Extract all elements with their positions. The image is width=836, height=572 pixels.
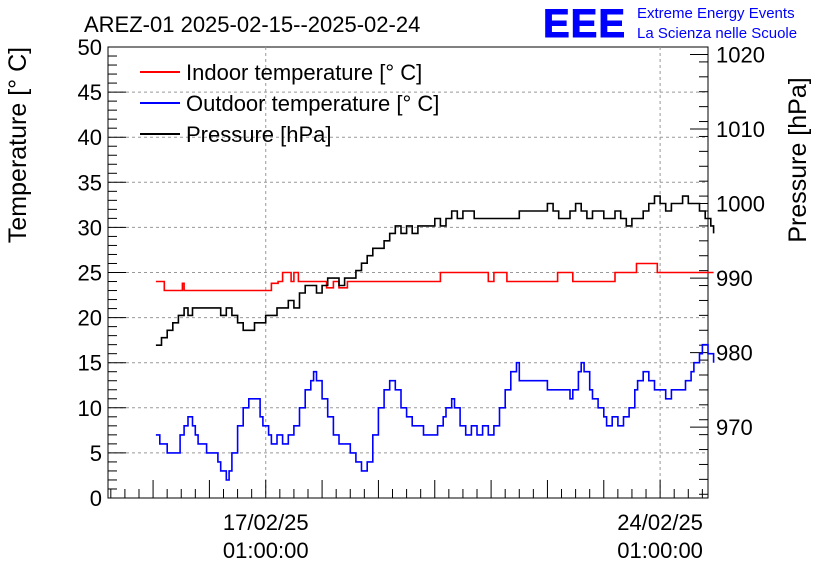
y-tick-label: 40 [78, 125, 102, 150]
eee-logo-text: EEE [543, 2, 626, 46]
y2-tick-label: 1020 [716, 42, 765, 67]
y-tick-label: 35 [78, 170, 102, 195]
eee-logo: EEE Extreme Energy Events La Scienza nel… [543, 2, 798, 47]
series-line-0 [155, 262, 714, 292]
y-tick-label: 30 [78, 215, 102, 240]
y2-tick-label: 980 [716, 341, 753, 366]
chart-title: AREZ-01 2025-02-15--2025-02-24 [84, 12, 420, 37]
y-tick-label: 25 [78, 261, 102, 286]
x-axis: 17/02/25 01:00:00 24/02/25 01:00:00 [110, 480, 703, 563]
y-tick-label: 20 [78, 306, 102, 331]
grid [108, 47, 708, 498]
y2-axis-label: Pressure [hPa] [784, 77, 812, 242]
y-tick-label: 10 [78, 396, 102, 421]
y2-tick-label: 1000 [716, 192, 765, 217]
y-axis-label: Temperature [° C] [4, 47, 32, 243]
x-tick-label-time: 01:00:00 [617, 538, 703, 563]
y2-tick-label: 990 [716, 266, 753, 291]
y-tick-label: 50 [78, 35, 102, 60]
series-line-2 [155, 195, 715, 346]
series-layer [155, 195, 715, 481]
y2-tick-label: 1010 [716, 117, 765, 142]
eee-line1: Extreme Energy Events [637, 5, 795, 22]
eee-line2: La Scienza nelle Scuole [637, 25, 797, 42]
legend-label: Outdoor temperature [° C] [186, 91, 439, 116]
y-tick-label: 0 [90, 486, 102, 511]
x-tick-label-time: 01:00:00 [223, 538, 309, 563]
legend-label: Pressure [hPa] [186, 122, 332, 147]
y-tick-label: 5 [90, 441, 102, 466]
y-tick-label: 15 [78, 351, 102, 376]
legend-label: Indoor temperature [° C] [186, 60, 422, 85]
left-axis: 0 5 10 15 20 25 30 35 40 45 50 [78, 35, 126, 511]
right-axis: 970 980 990 1000 1010 1020 [690, 42, 765, 495]
x-tick-label-date: 17/02/25 [223, 510, 309, 535]
y-tick-label: 45 [78, 80, 102, 105]
x-tick-label-date: 24/02/25 [617, 510, 703, 535]
legend: Indoor temperature [° C] Outdoor temperat… [140, 60, 439, 147]
series-line-1 [155, 343, 715, 481]
y2-tick-label: 970 [716, 415, 753, 440]
